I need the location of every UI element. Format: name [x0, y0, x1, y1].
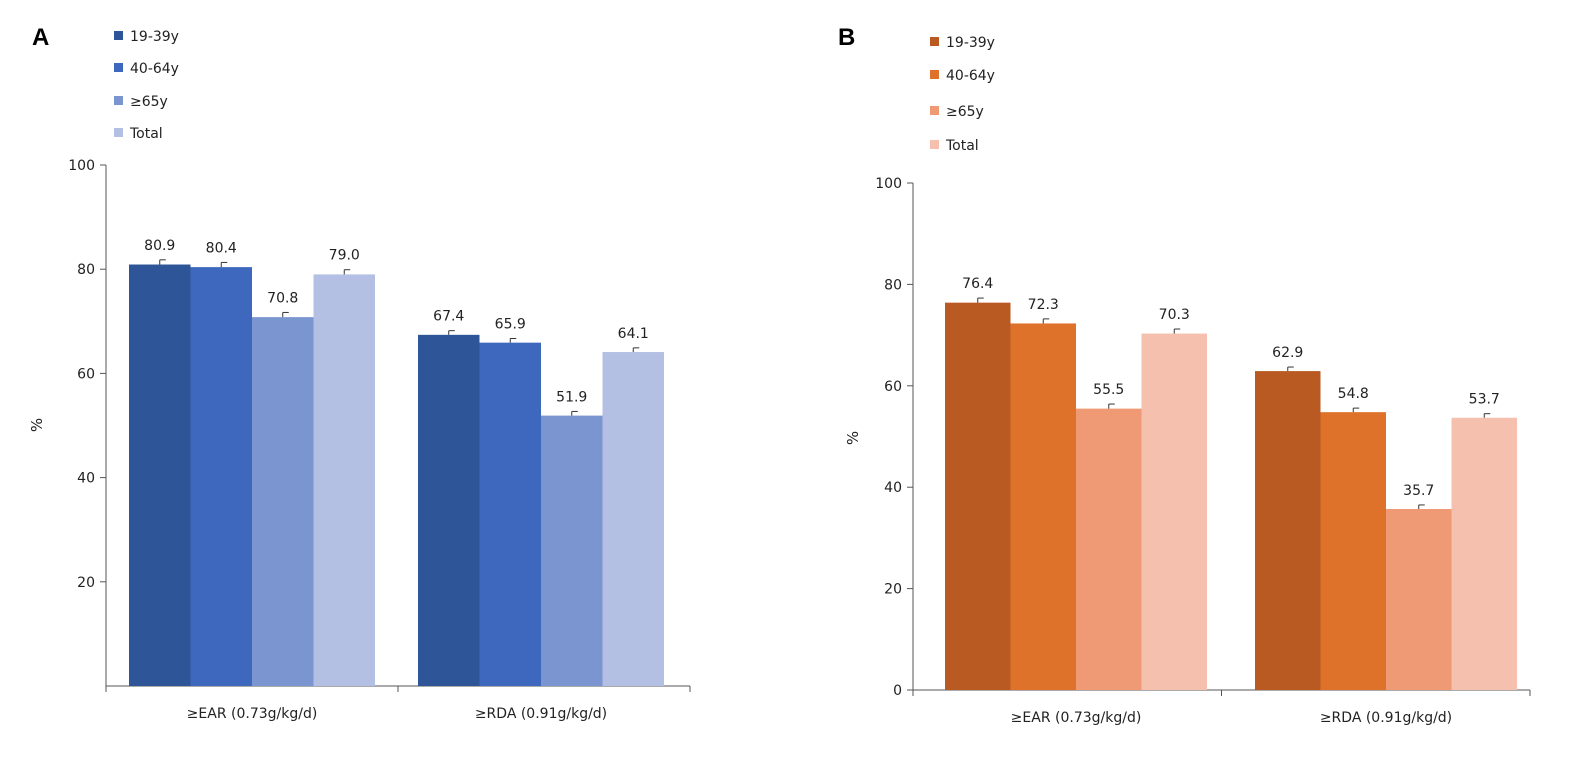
- bar: [1010, 323, 1076, 690]
- data-label: 67.4: [433, 309, 464, 325]
- legend-swatch: [114, 128, 123, 137]
- legend-label: Total: [945, 138, 979, 154]
- y-axis-label: %: [28, 418, 46, 432]
- data-label: 55.5: [1093, 382, 1124, 398]
- bar: [1141, 333, 1207, 690]
- bar: [252, 317, 314, 686]
- data-label: 62.9: [1272, 345, 1303, 361]
- data-label: 79.0: [329, 248, 360, 264]
- y-axis-label: %: [844, 431, 862, 445]
- legend-label: 19-39y: [946, 35, 995, 51]
- x-category-label: ≥EAR (0.73g/kg/d): [187, 706, 318, 722]
- data-label: 65.9: [495, 316, 526, 332]
- bar: [129, 264, 191, 686]
- y-tick-label: 60: [884, 379, 902, 395]
- legend-swatch: [930, 70, 939, 79]
- y-tick-label: 40: [884, 480, 902, 496]
- bar: [479, 342, 541, 686]
- panel-letter: B: [838, 24, 855, 51]
- legend-label: 40-64y: [946, 68, 995, 84]
- bar: [1451, 417, 1517, 690]
- bar: [1320, 412, 1386, 690]
- y-tick-label: 80: [884, 277, 902, 293]
- legend-swatch: [114, 63, 123, 72]
- bar: [1386, 509, 1452, 690]
- data-label: 80.4: [206, 240, 237, 256]
- y-tick-label: 80: [77, 262, 95, 278]
- panel-letter: A: [32, 24, 49, 51]
- y-tick-label: 100: [875, 176, 902, 192]
- y-tick-label: 60: [77, 366, 95, 382]
- legend-label: 19-39y: [130, 29, 179, 45]
- y-tick-label: 100: [68, 158, 95, 174]
- legend-swatch: [114, 96, 123, 105]
- bar: [190, 267, 252, 686]
- data-label: 76.4: [962, 276, 993, 292]
- y-tick-label: 20: [77, 575, 95, 591]
- bar: [313, 274, 375, 686]
- bar: [1076, 408, 1142, 690]
- legend-swatch: [930, 37, 939, 46]
- y-tick-label: 20: [884, 582, 902, 598]
- x-category-label: ≥RDA (0.91g/kg/d): [1320, 710, 1452, 726]
- legend-label: ≥65y: [130, 94, 168, 110]
- data-label: 54.8: [1338, 386, 1369, 402]
- bar: [1255, 371, 1321, 690]
- bar: [418, 334, 480, 686]
- bar: [541, 415, 603, 686]
- legend-label: 40-64y: [130, 61, 179, 77]
- legend-swatch: [930, 106, 939, 115]
- y-tick-label: 40: [77, 471, 95, 487]
- legend-label: ≥65y: [946, 104, 984, 120]
- data-label: 35.7: [1403, 483, 1434, 499]
- y-tick-label: 0: [893, 683, 902, 699]
- x-category-label: ≥EAR (0.73g/kg/d): [1011, 710, 1142, 726]
- data-label: 80.9: [144, 238, 175, 254]
- legend-label: Total: [129, 126, 163, 142]
- bar: [602, 352, 664, 686]
- data-label: 53.7: [1469, 392, 1500, 408]
- x-category-label: ≥RDA (0.91g/kg/d): [475, 706, 607, 722]
- legend-swatch: [114, 31, 123, 40]
- data-label: 51.9: [556, 389, 587, 405]
- data-label: 70.8: [267, 290, 298, 306]
- bar: [945, 302, 1011, 690]
- data-label: 72.3: [1028, 297, 1059, 313]
- data-label: 64.1: [618, 326, 649, 342]
- legend-swatch: [930, 140, 939, 149]
- data-label: 70.3: [1159, 307, 1190, 323]
